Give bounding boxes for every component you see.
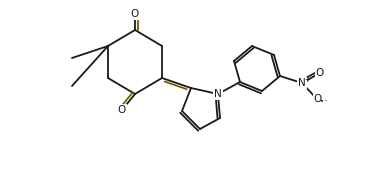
Text: O: O [316,68,324,78]
Text: O: O [314,94,322,104]
Text: N: N [298,78,306,88]
Text: O: O [131,9,139,19]
Text: N: N [214,89,222,99]
Text: +: + [304,77,310,83]
Text: •⁻: •⁻ [320,99,328,105]
Text: O: O [118,105,126,115]
